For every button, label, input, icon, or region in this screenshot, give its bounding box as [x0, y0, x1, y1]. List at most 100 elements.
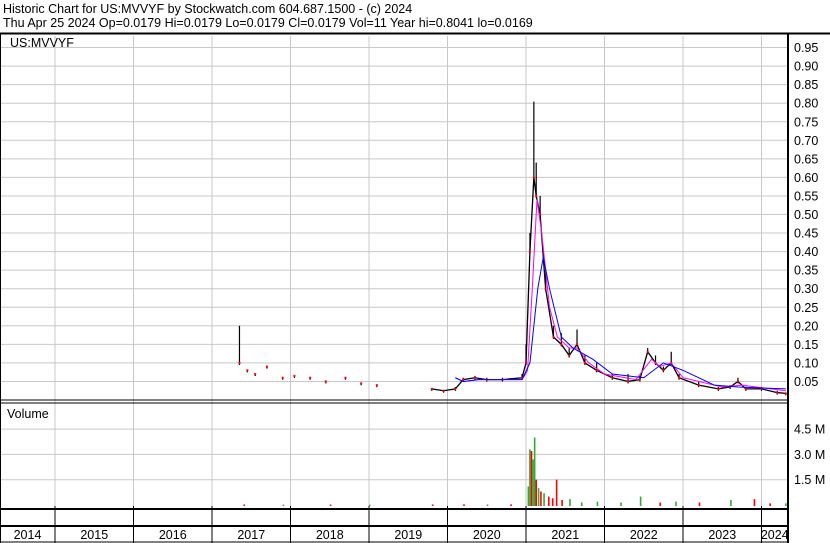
price-tick-label: 0.10 — [794, 356, 818, 370]
close-dot — [360, 382, 363, 385]
year-label: 2023 — [708, 528, 736, 542]
close-dot — [595, 369, 598, 372]
close-dot — [324, 380, 327, 383]
close-dot — [430, 387, 433, 390]
year-label: 2017 — [237, 528, 265, 542]
volume-bar — [535, 479, 538, 506]
close-dot — [697, 384, 700, 387]
volume-bar — [769, 503, 771, 506]
year-label: 2021 — [551, 528, 579, 542]
volume-bar — [620, 502, 622, 506]
close-dot — [544, 287, 547, 290]
volume-tick-label: 3.0 M — [794, 448, 825, 462]
year-label: 2014 — [14, 528, 42, 542]
volume-tick-label: 1.5 M — [794, 473, 825, 487]
quote-summary: Thu Apr 25 2024 Op=0.0179 Hi=0.0179 Lo=0… — [3, 16, 533, 30]
close-dot — [293, 374, 296, 377]
volume-bar — [533, 437, 536, 506]
volume-bar — [529, 449, 531, 506]
price-tick-label: 0.30 — [794, 282, 818, 296]
volume-bar — [555, 479, 558, 506]
close-dot — [611, 376, 614, 379]
close-dot — [246, 369, 249, 372]
volume-bar — [329, 504, 332, 506]
price-tick-label: 0.55 — [794, 189, 818, 203]
volume-bar — [463, 504, 465, 506]
volume-bar — [698, 502, 701, 506]
volume-bar — [486, 504, 489, 506]
close-dot — [238, 361, 241, 364]
close-dot — [344, 376, 347, 379]
close-dot — [776, 391, 779, 394]
chart-title: Historic Chart for US:MVVYF by Stockwatc… — [3, 2, 413, 16]
price-tick-label: 0.60 — [794, 171, 818, 185]
volume-bar — [431, 504, 434, 506]
volume-bar — [537, 488, 540, 506]
symbol-label: US:MVVYF — [10, 36, 74, 50]
close-dot — [784, 392, 787, 395]
price-tick-label: 0.65 — [794, 152, 818, 166]
close-dot — [375, 384, 378, 387]
price-tick-label: 0.25 — [794, 301, 818, 315]
volume-bar — [543, 493, 545, 506]
price-tick-label: 0.85 — [794, 78, 818, 92]
price-tick-label: 0.50 — [794, 208, 818, 222]
volume-bar — [569, 499, 571, 506]
close-dot — [539, 213, 542, 216]
price-tick-label: 0.05 — [794, 375, 818, 389]
close-dot — [576, 343, 579, 346]
close-dot — [638, 378, 641, 381]
close-dot — [454, 387, 457, 390]
close-dot — [281, 376, 284, 379]
close-dot — [583, 361, 586, 364]
price-tick-label: 0.20 — [794, 319, 818, 333]
close-dot — [552, 335, 555, 338]
price-tick-label: 0.90 — [794, 60, 818, 74]
close-dot — [521, 376, 524, 379]
year-label: 2016 — [159, 528, 187, 542]
axis-labels: 0.05 0.10 0.15 0.20 0.25 0.30 0.35 0.40 0.45 0.50… — [14, 41, 826, 542]
price-tick-label: 0.95 — [794, 41, 818, 55]
close-dot — [744, 387, 747, 390]
close-dot — [462, 378, 465, 381]
moving-average-long — [455, 257, 786, 390]
volume-bar — [369, 504, 371, 506]
close-line — [431, 177, 786, 395]
moving-average-short — [455, 199, 786, 392]
volume-bar — [730, 499, 732, 506]
year-label: 2020 — [473, 528, 501, 542]
volume-bar — [753, 499, 756, 506]
close-dot — [254, 373, 257, 376]
volume-bar — [675, 501, 677, 506]
volume-bar — [639, 496, 642, 506]
close-dot — [678, 376, 681, 379]
close-dot — [627, 380, 630, 383]
year-label: 2024 — [761, 528, 789, 542]
volume-bar — [532, 459, 534, 506]
close-dot — [717, 387, 720, 390]
chart-frame — [0, 32, 830, 543]
volume-bar — [540, 491, 542, 506]
price-lines — [238, 101, 787, 396]
close-dot — [442, 389, 445, 392]
price-tick-label: 0.15 — [794, 338, 818, 352]
price-tick-label: 0.75 — [794, 115, 818, 129]
volume-bar — [580, 502, 583, 506]
close-dot — [309, 376, 312, 379]
volume-bar — [659, 502, 662, 506]
year-label: 2022 — [630, 528, 658, 542]
close-dot — [535, 194, 538, 197]
price-tick-label: 0.45 — [794, 227, 818, 241]
price-tick-label: 0.40 — [794, 245, 818, 259]
price-tick-label: 0.80 — [794, 97, 818, 111]
close-dot — [560, 343, 563, 346]
close-dot — [473, 376, 476, 379]
volume-bar — [561, 499, 563, 506]
close-dot — [736, 380, 739, 383]
volume-bar — [243, 504, 245, 506]
close-dot — [646, 350, 649, 353]
volume-bar — [785, 503, 787, 506]
close-dot — [265, 365, 268, 368]
close-dot — [662, 369, 665, 372]
